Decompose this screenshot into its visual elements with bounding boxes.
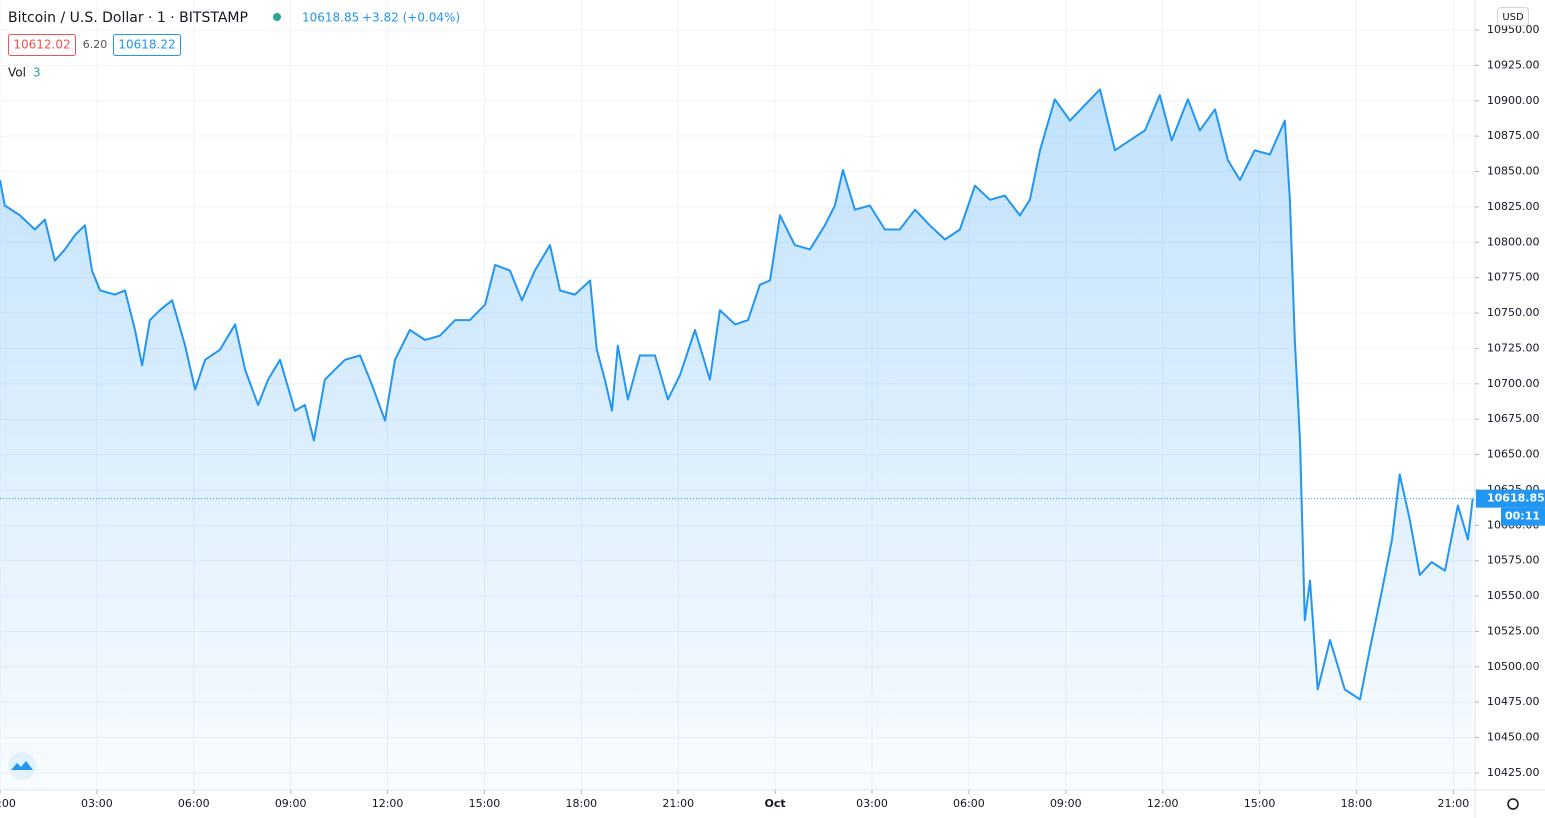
x-tick-label: 12:00: [372, 797, 404, 810]
x-tick-label: 09:00: [275, 797, 307, 810]
currency: USD: [1502, 12, 1524, 23]
y-tick-label: 10875.00: [1487, 129, 1540, 142]
x-tick-label: 15:00: [1244, 797, 1276, 810]
logo: [8, 752, 36, 780]
x-tick-label: 03:00: [81, 797, 113, 810]
x-tick-label: 18:00: [1341, 797, 1373, 810]
currency-box[interactable]: [1497, 7, 1529, 26]
y-tick-label: 10750.00: [1487, 306, 1540, 319]
x-tick-label: 21:00: [1438, 797, 1470, 810]
market-status: [273, 13, 281, 21]
y-tick-label: 10450.00: [1487, 731, 1540, 744]
price-change: +3.82 (+0.04%): [362, 11, 460, 25]
price-line: [0, 88, 1474, 701]
ask-box[interactable]: [113, 34, 181, 56]
y-tick-label: 10500.00: [1487, 660, 1540, 673]
y-tick-label: 10700.00: [1487, 377, 1540, 390]
y-tick-label: 10800.00: [1487, 235, 1540, 248]
x-tick-label: 03:00: [856, 797, 888, 810]
ask: 10618.22: [118, 38, 175, 52]
x-tick-label: 12:00: [1147, 797, 1179, 810]
x-tick-label: 06:00: [178, 797, 210, 810]
y-tick-label: 10850.00: [1487, 165, 1540, 178]
volume-value: 3: [33, 66, 41, 80]
y-tick-label: 10575.00: [1487, 554, 1540, 567]
countdown-label: 00:11: [1505, 510, 1540, 523]
bid-box[interactable]: [8, 34, 76, 56]
last-price-label: 10618.85: [1487, 492, 1545, 505]
x-tick-label: 06:00: [953, 797, 985, 810]
y-tick-label: 10675.00: [1487, 412, 1540, 425]
x-tick-label: 00:00: [0, 797, 16, 810]
last-price: 10618.85: [302, 11, 359, 25]
x-tick-label: 21:00: [662, 797, 694, 810]
y-tick-label: 10900.00: [1487, 94, 1540, 107]
x-tick-label: Oct: [765, 797, 786, 810]
area-fill: [0, 89, 1473, 790]
gear[interactable]: [1507, 798, 1519, 810]
y-tick-label: 10475.00: [1487, 695, 1540, 708]
last-price-badge: [1476, 489, 1545, 508]
x-tick-label: 15:00: [469, 797, 501, 810]
symbol-title: Bitcoin / U.S. Dollar · 1 · BITSTAMP: [8, 10, 248, 26]
series: [0, 88, 1475, 790]
y-tick-label: 10775.00: [1487, 271, 1540, 284]
x-tick-label: 18:00: [565, 797, 597, 810]
bid: 10612.02: [13, 38, 70, 52]
x-tick-label: 09:00: [1050, 797, 1082, 810]
countdown-badge: [1501, 507, 1545, 526]
spread: 6.20: [83, 38, 108, 51]
axes: 10425.00 10450.00 10475.00 10500.00 10525.00…: [0, 23, 1545, 810]
y-tick-label: 10825.00: [1487, 200, 1540, 213]
y-tick-label: 10425.00: [1487, 766, 1540, 779]
y-tick-label: 10950.00: [1487, 23, 1540, 36]
y-tick-label: 10725.00: [1487, 341, 1540, 354]
y-tick-label: 10650.00: [1487, 448, 1540, 461]
volume-label: Vol: [8, 66, 26, 80]
logo-shape: [11, 761, 33, 770]
y-tick-label: 10925.00: [1487, 58, 1540, 71]
y-tick-label: 10525.00: [1487, 624, 1540, 637]
settings-icon[interactable]: [1507, 798, 1519, 810]
y-tick-label: 10550.00: [1487, 589, 1540, 602]
